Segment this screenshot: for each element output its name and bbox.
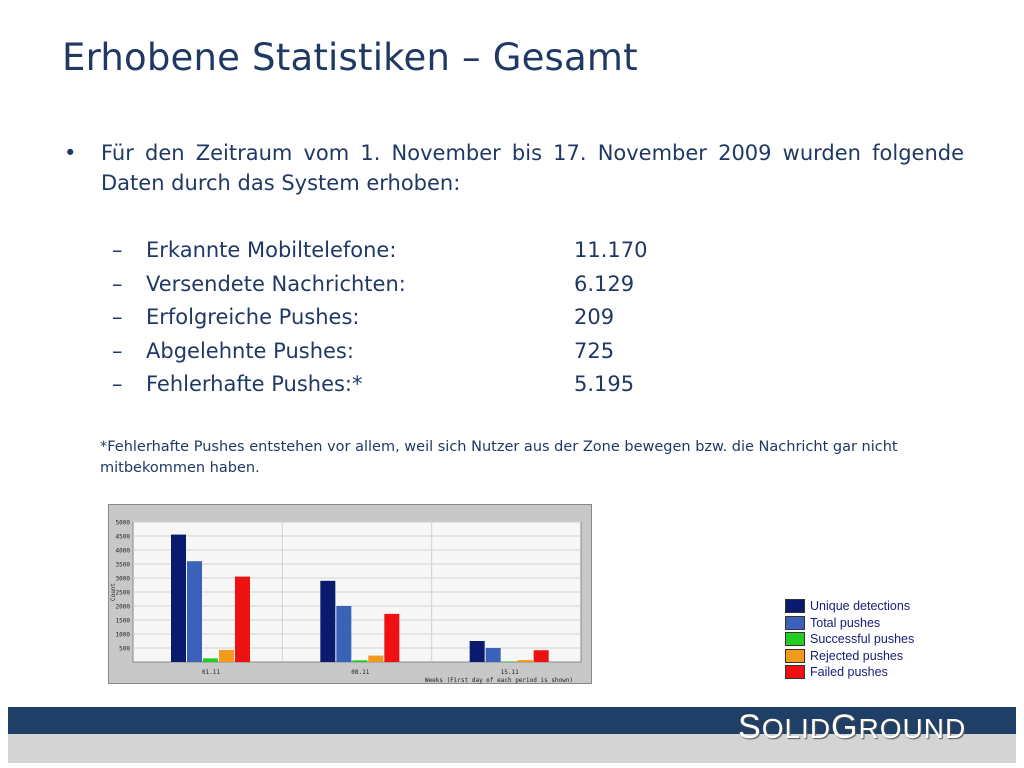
y-tick-label: 500 bbox=[119, 646, 130, 653]
legend-label: Failed pushes bbox=[810, 665, 888, 680]
bar-rejected-pushes bbox=[517, 660, 533, 662]
legend-label: Rejected pushes bbox=[810, 648, 904, 663]
y-tick-label: 2000 bbox=[116, 604, 131, 611]
intro-text: Für den Zeitraum vom 1. November bis 17.… bbox=[101, 141, 964, 195]
bar-failed-pushes bbox=[384, 613, 400, 662]
stat-value: 6.129 bbox=[574, 271, 635, 296]
x-tick-label: 08.11 bbox=[351, 669, 369, 676]
legend-swatch bbox=[785, 648, 805, 663]
slide-title: Erhobene Statistiken – Gesamt bbox=[62, 36, 638, 79]
bar-unique-detections bbox=[171, 534, 186, 662]
x-axis-label: Weeks (First day of each period is shown… bbox=[425, 677, 573, 684]
stat-dash: – bbox=[112, 271, 123, 296]
x-tick-label: 01.11 bbox=[202, 669, 220, 676]
bar-failed-pushes bbox=[235, 576, 250, 662]
stat-value: 725 bbox=[574, 338, 615, 363]
footer-bar bbox=[8, 707, 1016, 763]
footnote: *Fehlerhafte Pushes entstehen vor allem,… bbox=[100, 439, 898, 476]
bar-unique-detections bbox=[469, 641, 485, 662]
bar-total-pushes bbox=[485, 648, 501, 662]
y-axis-label: Count bbox=[110, 583, 117, 601]
bar-failed-pushes bbox=[533, 650, 549, 662]
legend-swatch bbox=[785, 632, 805, 647]
stat-dash: – bbox=[112, 338, 123, 363]
legend-label: Total pushes bbox=[810, 615, 881, 630]
bar-total-pushes bbox=[336, 606, 352, 662]
legend-swatch bbox=[785, 615, 805, 630]
legend-swatch bbox=[785, 599, 805, 613]
y-tick-label: 3000 bbox=[116, 576, 131, 583]
legend-swatch bbox=[785, 665, 805, 680]
legend-label: Unique detections bbox=[810, 599, 911, 613]
x-tick-label: 15.11 bbox=[501, 669, 519, 676]
bar-successful-pushes bbox=[203, 658, 218, 662]
bar-rejected-pushes bbox=[219, 649, 234, 662]
stat-label: Erfolgreiche Pushes: bbox=[146, 305, 360, 329]
bar-chart: 500 1000 1500 2000 2500 3000 3500 4000 4500 5000 C… bbox=[108, 504, 592, 684]
bar-total-pushes bbox=[187, 561, 202, 662]
y-tick-label: 1000 bbox=[116, 632, 131, 639]
y-tick-label: 3500 bbox=[116, 562, 131, 569]
footer-light-band bbox=[8, 734, 1016, 763]
y-tick-label: 5000 bbox=[116, 520, 131, 527]
stat-value: 209 bbox=[574, 305, 615, 329]
stat-value: 11.170 bbox=[574, 238, 648, 262]
bar-chart-svg: 500 1000 1500 2000 2500 3000 3500 4000 4500 5000 C… bbox=[110, 520, 582, 684]
stat-value: 5.195 bbox=[574, 372, 635, 396]
y-tick-label: 4000 bbox=[116, 548, 131, 555]
stat-row-rejected-pushes: – Abgelehnte Pushes: 725 bbox=[112, 339, 712, 373]
stat-row-sent-messages: – Versendete Nachrichten: 6.129 bbox=[112, 272, 712, 306]
solidground-logo: SOLIDGROUND bbox=[738, 708, 967, 746]
stat-dash: – bbox=[112, 238, 123, 262]
bar-rejected-pushes bbox=[368, 655, 384, 662]
stat-label: Fehlerhafte Pushes:* bbox=[146, 372, 363, 396]
y-tick-label: 1500 bbox=[116, 618, 131, 625]
stat-row-detected-phones: – Erkannte Mobiltelefone: 11.170 bbox=[112, 238, 712, 272]
stat-dash: – bbox=[112, 372, 123, 396]
bullet-marker: • bbox=[64, 141, 77, 165]
y-tick-label: 4500 bbox=[116, 534, 131, 541]
bar-successful-pushes bbox=[352, 660, 368, 662]
bar-successful-pushes bbox=[501, 661, 517, 662]
y-tick-label: 2500 bbox=[116, 590, 131, 597]
stat-row-failed-pushes: – Fehlerhafte Pushes:* 5.195 bbox=[112, 372, 712, 406]
stat-label: Versendete Nachrichten: bbox=[146, 271, 406, 296]
stat-label: Erkannte Mobiltelefone: bbox=[146, 238, 397, 262]
stats-list: – Erkannte Mobiltelefone: 11.170 – Verse… bbox=[112, 238, 712, 406]
footer-dark-band bbox=[8, 707, 1016, 734]
stat-row-successful-pushes: – Erfolgreiche Pushes: 209 bbox=[112, 305, 712, 339]
stat-label: Abgelehnte Pushes: bbox=[146, 338, 354, 363]
intro-bullet: • Für den Zeitraum vom 1. November bis 1… bbox=[64, 138, 964, 198]
stat-dash: – bbox=[112, 305, 123, 329]
legend-label: Successful pushes bbox=[810, 632, 915, 647]
bar-unique-detections bbox=[320, 580, 336, 662]
